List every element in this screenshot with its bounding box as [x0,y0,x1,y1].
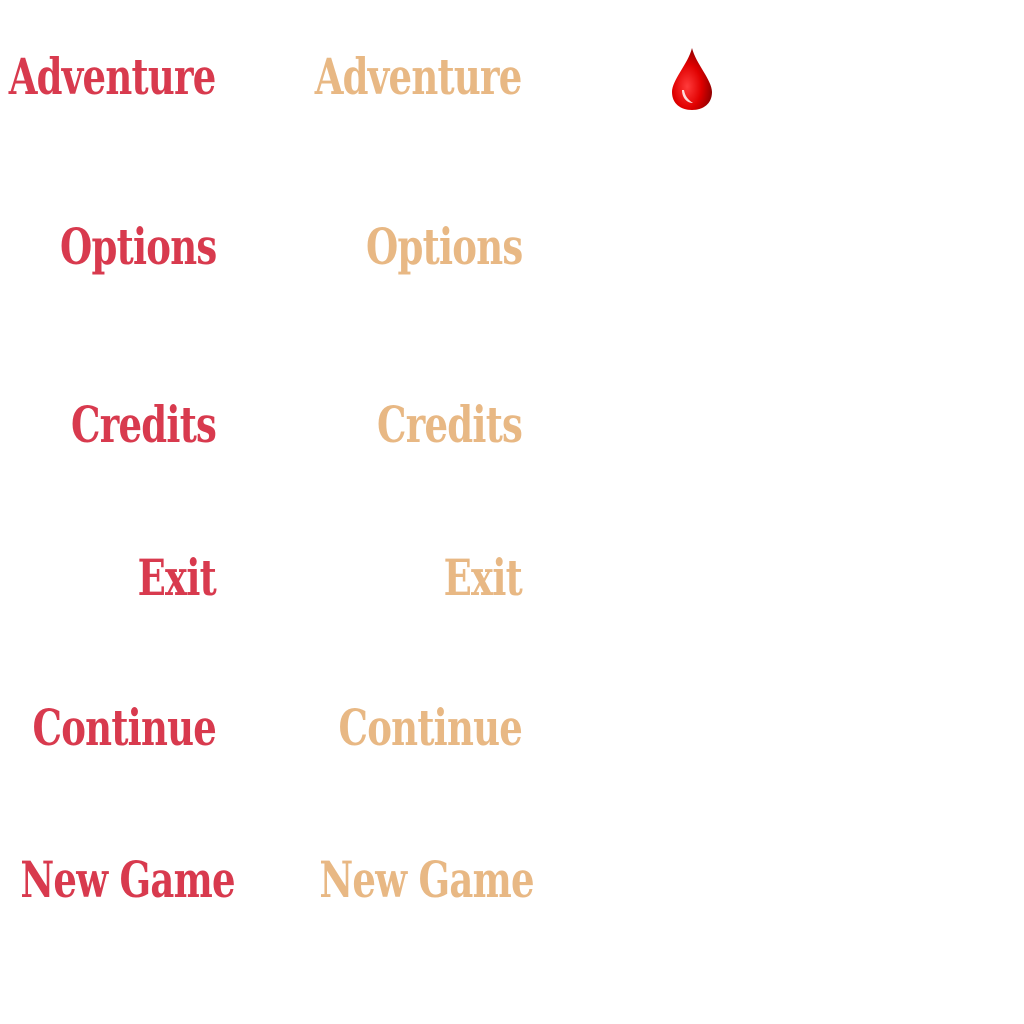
credits-button-hover[interactable]: Credits [376,395,523,454]
adventure-button-hover[interactable]: Adventure [315,47,523,106]
new-game-button[interactable]: New Game [20,850,236,909]
blood-drop-highlight [682,90,693,103]
options-button-hover[interactable]: Options [365,217,523,276]
options-button[interactable]: Options [59,217,217,276]
credits-button[interactable]: Credits [70,395,217,454]
continue-button[interactable]: Continue [32,698,216,757]
adventure-button[interactable]: Adventure [9,47,217,106]
new-game-button-hover[interactable]: New Game [319,850,535,909]
blood-drop-shape [672,48,712,110]
continue-button-hover[interactable]: Continue [338,698,522,757]
blood-drop-icon [672,48,712,110]
exit-button[interactable]: Exit [137,548,217,607]
exit-button-hover[interactable]: Exit [443,548,523,607]
